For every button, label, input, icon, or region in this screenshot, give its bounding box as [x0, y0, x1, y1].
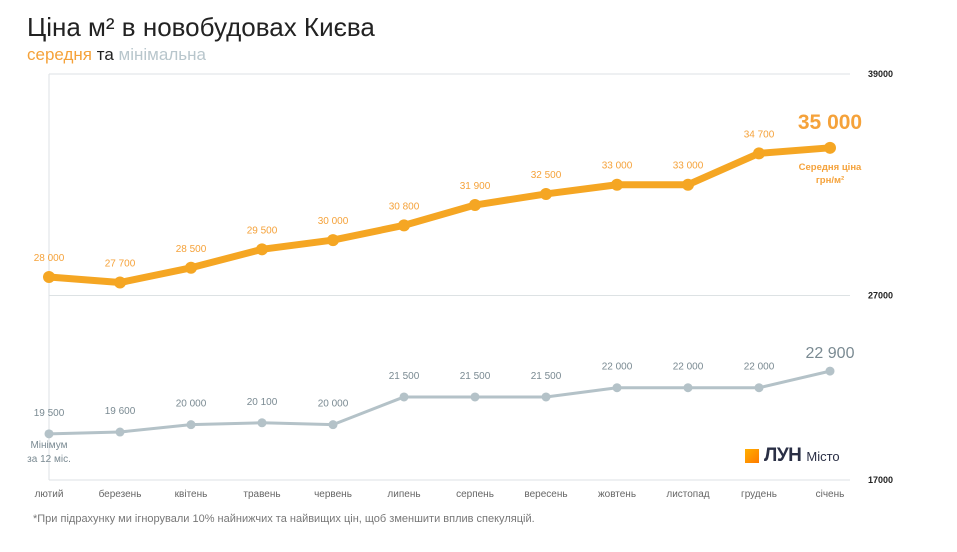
data-point-avg [611, 178, 623, 191]
data-label-avg: 29 500 [247, 225, 278, 236]
data-label-min: 21 500 [460, 371, 491, 382]
data-label-min: 22 000 [602, 362, 633, 373]
subtitle-average: середня [27, 45, 93, 64]
data-point-min [470, 392, 480, 402]
data-point-min [115, 427, 125, 437]
data-point-avg [540, 187, 552, 200]
logo-city: Місто [806, 448, 840, 464]
data-point-avg [114, 276, 126, 289]
data-point-min [399, 392, 409, 402]
data-point-min [328, 420, 338, 430]
data-point-avg [824, 141, 836, 154]
data-point-avg [327, 234, 339, 247]
data-point-avg [682, 178, 694, 191]
data-point-avg [398, 219, 410, 232]
data-label-min: 19 500 [34, 408, 65, 419]
data-label-avg: 28 500 [176, 244, 207, 255]
logo-word: ЛУН [764, 445, 802, 466]
series-annotation: за 12 міс. [27, 454, 71, 465]
series-annotation: Мінімум [30, 440, 67, 451]
logo-square-icon [745, 449, 759, 463]
data-point-min [541, 392, 551, 402]
data-label-min: 21 500 [389, 371, 420, 382]
data-label-avg: 34 700 [744, 129, 775, 140]
data-label-min: 22 000 [673, 362, 704, 373]
data-label-avg: 33 000 [602, 161, 633, 172]
x-tick-label: липень [387, 489, 420, 500]
data-label-min: 19 600 [105, 406, 136, 417]
data-point-min [683, 383, 693, 393]
data-label-min: 22 000 [744, 362, 775, 373]
x-tick-label: серпень [456, 489, 494, 500]
x-tick-label: грудень [741, 489, 777, 500]
y-tick-label: 39000 [868, 69, 893, 79]
data-label-avg: 32 500 [531, 170, 562, 181]
data-point-min [186, 420, 196, 430]
data-label-min: 20 000 [176, 399, 207, 410]
page-title: Ціна м² в новобудовах Києва [27, 12, 375, 42]
lun-logo: ЛУН Місто [745, 445, 840, 467]
series-line-min [47, 369, 832, 436]
data-label-avg: 30 000 [318, 216, 349, 227]
data-point-avg [469, 199, 481, 212]
data-label-avg: 30 800 [389, 201, 420, 212]
subtitle-minimum: мінімальна [118, 45, 206, 64]
x-tick-label: січень [816, 489, 845, 500]
data-point-min [612, 383, 622, 393]
subtitle: середня та мінімальна [27, 45, 206, 65]
x-tick-label: червень [314, 489, 352, 500]
subtitle-and: та [96, 45, 114, 64]
footnote: *При підрахунку ми ігнорували 10% найниж… [33, 513, 535, 525]
data-point-min [257, 418, 267, 428]
series-annotation: Середня ціна [799, 162, 862, 173]
data-label-avg: 33 000 [673, 161, 704, 172]
data-point-min [825, 366, 835, 376]
series-line-avg [45, 144, 834, 287]
x-tick-label: березень [99, 488, 142, 500]
x-tick-label: жовтень [598, 489, 636, 500]
data-label-avg: 31 900 [460, 181, 491, 192]
data-point-avg [256, 243, 268, 256]
data-point-avg [185, 261, 197, 274]
x-tick-label: лютий [35, 489, 64, 500]
x-tick-label: травень [243, 489, 280, 500]
y-tick-label: 17000 [868, 475, 893, 485]
data-label-avg: 28 000 [34, 253, 65, 264]
x-tick-label: листопад [666, 489, 709, 500]
data-label-avg: 27 700 [105, 259, 136, 270]
data-label-min: 21 500 [531, 371, 562, 382]
data-point-min [44, 429, 54, 439]
data-label-min: 20 100 [247, 397, 278, 408]
data-point-avg [753, 147, 765, 160]
x-tick-label: вересень [524, 489, 567, 500]
data-label-min: 20 000 [318, 399, 349, 410]
series-annotation: грн/м² [816, 175, 844, 186]
data-label-avg: 35 000 [798, 111, 862, 134]
data-label-min: 22 900 [806, 345, 855, 362]
data-point-min [754, 383, 764, 393]
data-point-avg [43, 271, 55, 283]
y-tick-label: 27000 [868, 290, 893, 300]
x-tick-label: квітень [175, 489, 208, 500]
